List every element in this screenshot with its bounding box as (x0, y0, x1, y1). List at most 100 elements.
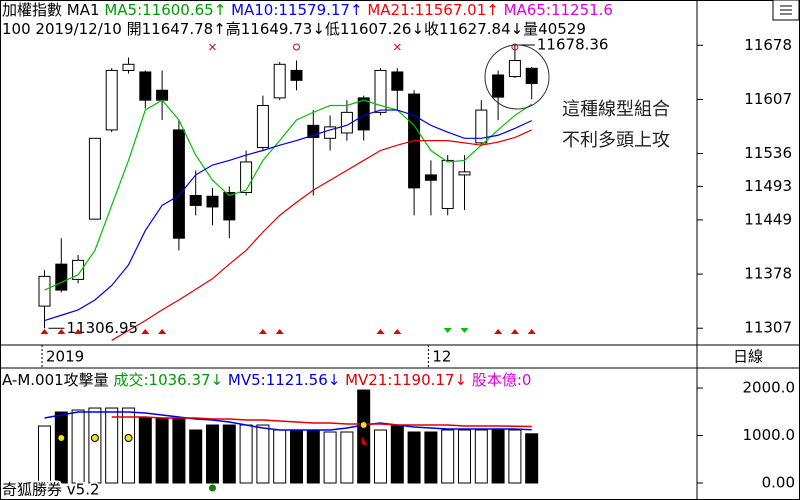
legend-entry: MA10:11579.17↑ (231, 1, 362, 19)
period-label: 日線 (733, 348, 763, 366)
y-tick-label: 11493 (744, 177, 792, 195)
header-row: 加權指數 MA1 MA5:11600.65↑ MA10:11579.17↑ MA… (2, 1, 613, 19)
signal-up (510, 329, 519, 334)
candle-body (156, 89, 169, 101)
title: 加權指數 (2, 1, 62, 19)
volume-bar (357, 389, 371, 484)
volume-bar (374, 429, 387, 484)
signal-x (393, 43, 401, 51)
annotation: 不利多頭上攻 (562, 130, 670, 151)
volume-bar (88, 407, 102, 484)
legend-entry: MV5:1121.56↓ (228, 371, 340, 389)
volume-label: 成交:1036.37↓ (113, 371, 223, 389)
volume-bar (71, 409, 85, 484)
candle-body (55, 263, 68, 291)
signal-up (57, 329, 66, 334)
y-tick-label: 2000.0 (743, 379, 796, 397)
candle-body (290, 69, 303, 81)
y-tick-label: 11536 (744, 144, 792, 162)
ma-line (44, 109, 532, 322)
volume-bar (323, 431, 337, 484)
info-line: 100 2019/12/10 開11647.78↑高11649.73↓低1160… (2, 20, 586, 38)
legend-entry: MA5:11600.65↑ (104, 1, 226, 19)
volume-bar (290, 429, 303, 484)
signal-o (511, 43, 519, 51)
ma-line (111, 129, 532, 341)
legend-entry: MA21:11567.01↑ (367, 1, 498, 19)
candle-body (525, 67, 538, 85)
signal-up (494, 329, 503, 334)
header-row: A-M.001攻擊量 成交:1036.37↓ MV5:1121.56↓ MV21… (2, 371, 531, 389)
signal-down (460, 328, 469, 333)
volume-bar (256, 424, 270, 484)
volume-bar (458, 429, 471, 484)
ma-line (44, 99, 533, 291)
signal-dot (359, 421, 368, 429)
volume-bar (155, 417, 169, 484)
y-tick-label: 11307 (744, 319, 792, 337)
candle-body (105, 69, 118, 131)
volume-bar (122, 407, 135, 484)
candle-body (38, 275, 51, 307)
candle-body (240, 161, 253, 193)
signal-up (40, 329, 49, 334)
signal-up (393, 329, 402, 334)
volume-bar (138, 417, 152, 484)
candle-body (424, 174, 437, 181)
candle-body (441, 159, 454, 209)
volume-bar (306, 429, 320, 484)
y-tick-label: 11378 (744, 265, 792, 283)
signal-arrow (361, 436, 368, 446)
axis-area: 11678 11607 11536 11493 11449 11378 11307 2019 1… (41, 36, 796, 492)
candle-body (492, 74, 505, 98)
legend-entry: 股本億:0 (472, 371, 532, 389)
candle-body (374, 69, 387, 113)
candle-body (475, 109, 488, 144)
volume-bar (239, 424, 253, 484)
signal-down (443, 328, 452, 333)
volume-bar (222, 424, 236, 484)
candle-body (307, 124, 320, 139)
candle-body (189, 195, 202, 206)
candle-body (206, 195, 219, 208)
low-label: 11306.95 (67, 319, 139, 337)
volume-bar (189, 429, 203, 484)
footer: 奇狐勝券 v5.2 (2, 481, 100, 499)
candle-body (458, 171, 471, 176)
volume-bar (441, 429, 455, 484)
x-tick-label: 2019 (46, 348, 84, 366)
plot-area: 加權指數 MA1 MA5:11600.65↑ MA10:11579.17↑ MA… (1, 1, 671, 500)
legend-entry: MA65:11251.6 (504, 1, 613, 19)
signal-up (527, 329, 536, 334)
volume-bar (508, 429, 522, 484)
volume-bar (172, 417, 186, 484)
title: A-M.001攻擊量 (2, 371, 109, 389)
legend-entry: MV21:1190.17↓ (345, 371, 467, 389)
candle-body (122, 63, 135, 71)
volume-bar (273, 429, 287, 484)
high-label: 11678.36 (537, 35, 609, 53)
signal-dot (57, 434, 66, 442)
signal-dot (124, 434, 133, 442)
signal-dot (90, 434, 99, 442)
signal-up (141, 329, 150, 334)
signal-o (293, 43, 300, 51)
candle-body (256, 105, 269, 148)
signal-dot (209, 484, 216, 492)
annotation: 這種線型組合 (562, 99, 670, 120)
volume-bar (54, 411, 68, 484)
candle-body (72, 259, 85, 280)
y-tick-label: 11607 (744, 90, 792, 108)
x-tick-label: 12 (432, 348, 451, 366)
volume-bar (407, 431, 421, 484)
volume-bar (491, 429, 505, 484)
signal-x (209, 43, 216, 51)
candle-body (172, 129, 185, 239)
y-tick-label: 11449 (744, 210, 792, 228)
signal-up (74, 329, 83, 334)
y-tick-label: 11678 (744, 36, 792, 54)
volume-bar (340, 431, 354, 484)
volume-bar (105, 407, 119, 484)
